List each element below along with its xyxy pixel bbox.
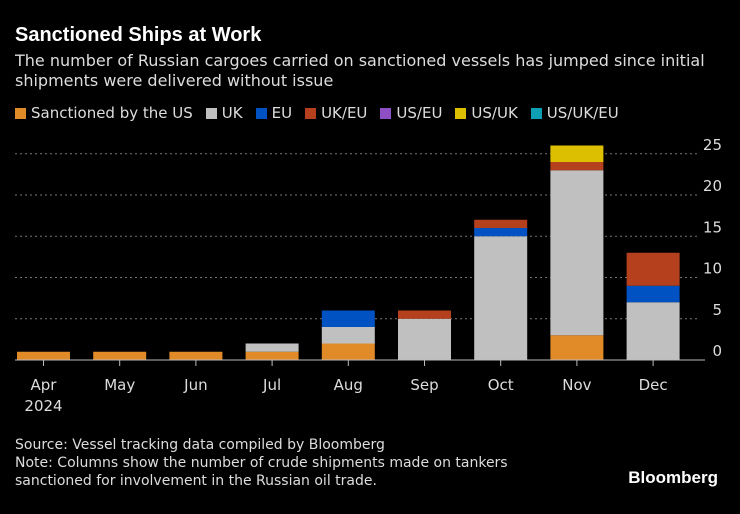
bar-segment: [245, 351, 299, 360]
x-tick-sublabel: 2024: [24, 397, 62, 415]
x-tick-label: Apr: [31, 376, 58, 394]
bar-segment: [321, 343, 375, 360]
bar-segment: [93, 351, 147, 360]
legend-swatch: [380, 107, 392, 119]
legend-swatch: [15, 107, 26, 119]
x-tick-label: Sep: [410, 376, 438, 394]
bar-segment: [474, 219, 528, 228]
note-text: Note: Columns show the number of crude s…: [15, 455, 508, 489]
bloomberg-logo: Bloomberg: [628, 468, 718, 487]
y-tick-label: 15: [703, 218, 722, 236]
bar-segment: [550, 170, 604, 336]
source-text: Source: Vessel tracking data compiled by…: [15, 437, 385, 453]
legend-label: UK/EU: [321, 104, 368, 122]
legend-item: US/UK: [455, 104, 518, 122]
bar-segment: [626, 302, 680, 360]
bar-segment: [474, 228, 528, 237]
source-note: Source: Vessel tracking data compiled by…: [15, 436, 555, 490]
bar-segment: [626, 252, 680, 286]
x-tick-label: Aug: [334, 376, 363, 394]
bar-segment: [550, 162, 604, 171]
y-tick-label: 0: [712, 342, 722, 360]
legend-swatch: [305, 107, 317, 119]
legend-label: UK: [221, 104, 243, 122]
legend: Sanctioned by the US UK EU UK/EU US/EU US/UK U…: [15, 104, 619, 122]
legend-item: US/EU: [380, 104, 442, 122]
y-tick-label: 25: [703, 136, 722, 154]
bar-segment: [474, 236, 528, 360]
legend-item: EU: [255, 104, 293, 122]
legend-label: Sanctioned by the US: [31, 104, 193, 122]
legend-item: US/UK/EU: [530, 104, 619, 122]
legend-swatch: [255, 107, 267, 119]
chart-subtitle: The number of Russian cargoes carried on…: [15, 51, 705, 90]
bar-segment: [550, 335, 604, 360]
bar-segment: [17, 351, 70, 360]
y-tick-label: 5: [712, 301, 722, 319]
bar-segment: [169, 351, 223, 360]
bar-segment: [321, 310, 375, 327]
x-tick-label: Nov: [562, 376, 591, 394]
bar-segment: [626, 285, 680, 303]
bar-segment: [398, 318, 451, 360]
x-tick-label: May: [104, 376, 135, 394]
bar-segment: [321, 327, 375, 344]
x-tick-label: Jul: [262, 376, 281, 394]
x-tick-label: Oct: [488, 376, 514, 394]
y-tick-label: 10: [703, 260, 722, 278]
stacked-bar-chart: 0 5 10 15 20 25 Apr 2024 May Jun Jul Aug Sep Oct Nov De…: [15, 136, 722, 415]
chart-title: Sanctioned Ships at Work: [15, 24, 262, 46]
x-tick-label: Jun: [183, 376, 207, 394]
y-tick-label: 20: [703, 177, 722, 195]
x-tick-label: Dec: [639, 376, 668, 394]
legend-swatch: [530, 107, 542, 119]
legend-swatch: [455, 107, 467, 119]
bar-segment: [550, 145, 604, 162]
legend-item: UK/EU: [305, 104, 367, 122]
legend-item: Sanctioned by the US: [15, 104, 193, 122]
legend-label: US/EU: [396, 104, 443, 122]
legend-item: UK: [205, 104, 243, 122]
bar-segment: [245, 343, 299, 352]
legend-label: EU: [271, 104, 293, 122]
legend-label: US/UK/EU: [546, 104, 619, 122]
bar-segment: [398, 310, 451, 319]
legend-swatch: [205, 107, 217, 119]
legend-label: US/UK: [471, 104, 518, 122]
